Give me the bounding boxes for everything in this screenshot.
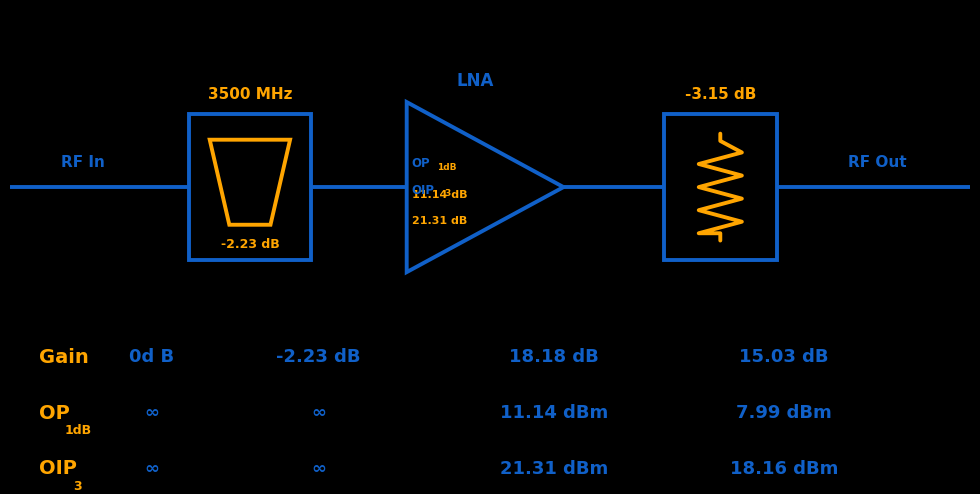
Text: OIP: OIP — [39, 459, 77, 478]
Text: 18.18 dB: 18.18 dB — [509, 348, 599, 366]
Text: RF In: RF In — [62, 155, 105, 170]
Text: 1dB: 1dB — [437, 163, 457, 171]
Text: ∞: ∞ — [144, 460, 160, 478]
Text: 11.14 dB: 11.14 dB — [412, 190, 467, 200]
Text: RF Out: RF Out — [848, 155, 907, 170]
Text: 7.99 dBm: 7.99 dBm — [736, 404, 832, 422]
Text: ∞: ∞ — [311, 404, 326, 422]
Text: 3500 MHz: 3500 MHz — [208, 87, 292, 102]
Text: OP: OP — [39, 404, 70, 422]
Text: ∞: ∞ — [144, 404, 160, 422]
Text: OIP: OIP — [412, 184, 434, 197]
Text: OP: OP — [412, 157, 430, 170]
Text: 18.16 dBm: 18.16 dBm — [730, 460, 838, 478]
Text: 1dB: 1dB — [65, 424, 92, 437]
Text: Gain: Gain — [39, 348, 89, 367]
Text: 15.03 dB: 15.03 dB — [739, 348, 829, 366]
Text: 21.31 dBm: 21.31 dBm — [500, 460, 608, 478]
Text: ∞: ∞ — [311, 460, 326, 478]
Text: 0d B: 0d B — [129, 348, 174, 366]
Text: 3: 3 — [444, 189, 450, 198]
Bar — [664, 114, 776, 260]
Text: 11.14 dBm: 11.14 dBm — [500, 404, 608, 422]
Text: -2.23 dB: -2.23 dB — [220, 238, 279, 251]
Text: -3.15 dB: -3.15 dB — [685, 87, 756, 102]
Text: 21.31 dB: 21.31 dB — [412, 216, 466, 226]
Bar — [188, 114, 312, 260]
Text: LNA: LNA — [457, 72, 494, 90]
Text: -2.23 dB: -2.23 dB — [276, 348, 361, 366]
Text: 3: 3 — [74, 480, 82, 493]
